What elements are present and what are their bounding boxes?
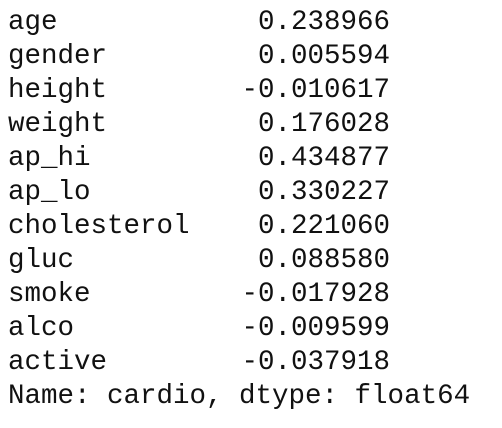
value-text: -0.037918 <box>241 347 390 378</box>
value-text: -0.009599 <box>241 313 390 344</box>
series-footer: Name: cardio, dtype: float64 <box>8 381 471 412</box>
index-label: ap_lo <box>8 177 91 208</box>
index-label: cholesterol <box>8 211 190 242</box>
value-text: 0.238966 <box>257 7 390 38</box>
index-label: smoke <box>8 279 91 310</box>
index-label: weight <box>8 109 108 140</box>
index-label: height <box>8 75 108 106</box>
value-text: -0.017928 <box>241 279 390 310</box>
value-text: 0.005594 <box>257 41 390 72</box>
value-text: 0.434877 <box>257 143 390 174</box>
index-label: gender <box>8 41 108 72</box>
value-text: -0.010617 <box>241 75 390 106</box>
value-text: 0.221060 <box>257 211 390 242</box>
value-text: 0.176028 <box>257 109 390 140</box>
value-text: 0.088580 <box>257 245 390 276</box>
value-text: 0.330227 <box>257 177 390 208</box>
index-label: gluc <box>8 245 75 276</box>
index-label: ap_hi <box>8 143 91 174</box>
index-label: age <box>8 7 58 38</box>
index-label: alco <box>8 313 75 344</box>
index-label: active <box>8 347 108 378</box>
